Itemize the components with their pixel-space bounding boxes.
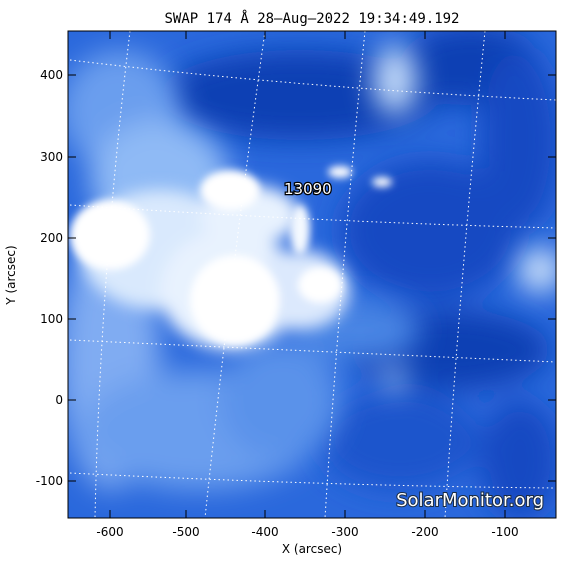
- x-tick-label: -100: [491, 525, 518, 539]
- heliographic-grid: [69, 31, 556, 518]
- y-tick-label: 200: [40, 231, 63, 245]
- x-tick-label: -500: [172, 525, 199, 539]
- y-tick-label: 0: [55, 393, 63, 407]
- y-tick-label: -100: [36, 474, 63, 488]
- y-tick-label: 300: [40, 150, 63, 164]
- y-axis-label: Y (arcsec): [4, 245, 18, 305]
- x-tick-label: -400: [251, 525, 278, 539]
- y-tick-label: 100: [40, 312, 63, 326]
- solar-euv-image: [68, 31, 556, 518]
- active-region-label: 13090: [284, 180, 332, 198]
- watermark: SolarMonitor.org: [396, 490, 544, 511]
- x-tick-label: -200: [411, 525, 438, 539]
- y-tick-label: 400: [40, 68, 63, 82]
- plot-title: SWAP 174 Å 28–Aug–2022 19:34:49.192: [164, 10, 459, 27]
- x-tick-label: -600: [96, 525, 123, 539]
- x-axis-label: X (arcsec): [282, 542, 342, 556]
- x-tick-label: -300: [331, 525, 358, 539]
- plot-frame: [67, 30, 557, 519]
